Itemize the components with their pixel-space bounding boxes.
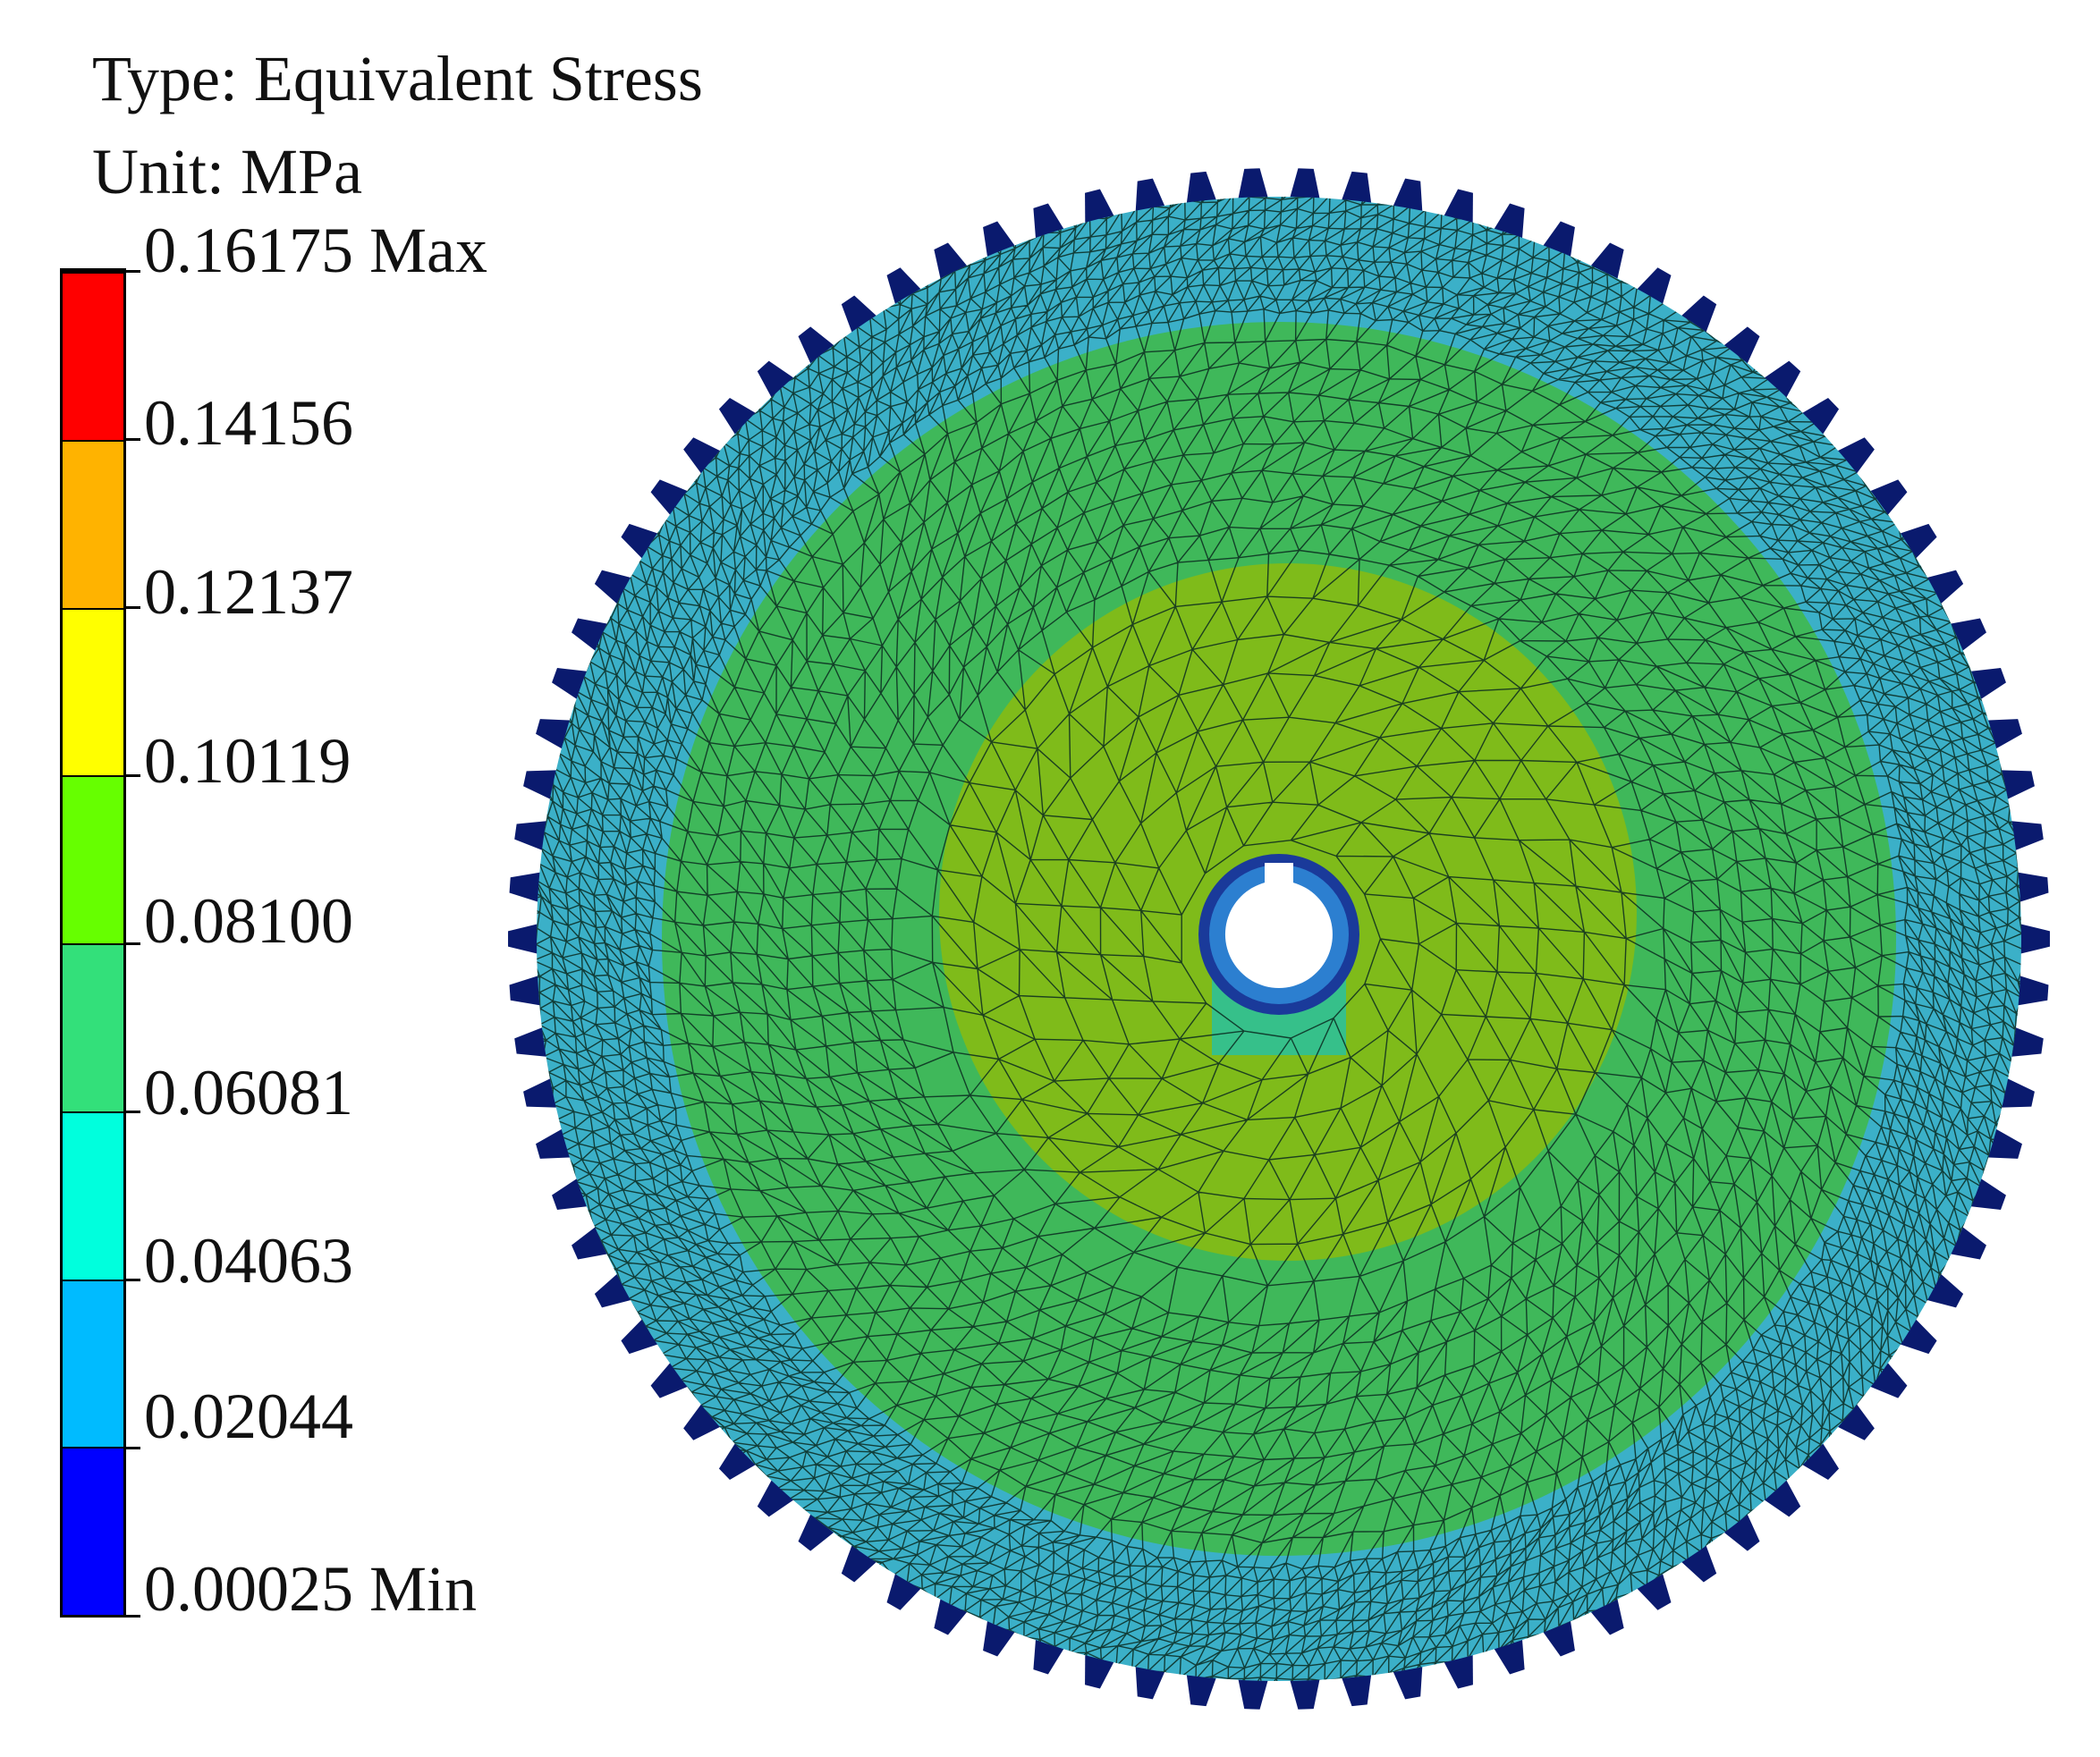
legend-level-4: 0.08100 [144, 885, 353, 957]
gear-tooth [718, 1437, 762, 1480]
color-band-4 [63, 775, 123, 943]
gear-tooth [841, 1539, 882, 1583]
gear-tooth [886, 267, 927, 311]
mesh-edges [537, 197, 2021, 1681]
gear-tooth [1893, 1314, 1937, 1355]
gear-tooth [1676, 1539, 1717, 1583]
gear-tooth [798, 1508, 840, 1551]
gear-tooth [1236, 1672, 1270, 1710]
gear-tooth [509, 974, 547, 1007]
gear-tooth [2013, 922, 2050, 956]
color-band-3 [63, 607, 123, 776]
legend-level-1: 0.14156 [144, 387, 353, 459]
legend-level-min: 0.00025 Min [144, 1553, 478, 1625]
legend-tick-5 [126, 1111, 140, 1113]
legend-type-label: Type: Equivalent Stress [92, 43, 703, 114]
legend-tick-8 [126, 1615, 140, 1618]
gear-tooth [841, 295, 882, 339]
max-cap-marker [60, 268, 126, 274]
gear-tooth [1288, 168, 1322, 206]
legend-tick-0 [126, 270, 140, 273]
gear-tooth [621, 1314, 665, 1355]
gear-tooth [1864, 479, 1908, 520]
gear-tooth [683, 437, 727, 479]
gear-tooth [1831, 437, 1875, 479]
color-scale-bar [60, 271, 126, 1618]
legend-tick-2 [126, 606, 140, 609]
gear-tooth [2011, 871, 2049, 904]
gear-tooth [1236, 168, 1270, 206]
keyway-slot [1265, 863, 1293, 890]
shaft-bore [1224, 881, 1333, 989]
legend-unit-label: Unit: MPa [92, 136, 363, 207]
legend-level-3: 0.10119 [144, 725, 351, 797]
gear-tooth [1893, 523, 1937, 564]
gear-tooth [1796, 398, 1840, 441]
gear-tooth [508, 922, 545, 956]
gear-tooth [1631, 1567, 1672, 1610]
gear-tooth [2011, 974, 2049, 1007]
color-band-8 [63, 1447, 123, 1615]
gear-tooth [1718, 326, 1760, 370]
legend-tick-1 [126, 438, 140, 441]
gear-tooth [1758, 360, 1801, 404]
gear-tooth [621, 523, 665, 564]
color-band-1 [63, 274, 123, 440]
gear-tooth [1288, 1672, 1322, 1710]
gear-tooth [757, 1474, 800, 1517]
gear-tooth [1631, 267, 1672, 311]
gear-tooth [757, 360, 800, 404]
gear-tooth [1758, 1474, 1801, 1517]
gear-tooth [1796, 1437, 1840, 1480]
color-band-5 [63, 943, 123, 1111]
legend-tick-3 [126, 774, 140, 777]
gear-tooth [650, 479, 694, 520]
legend-level-2: 0.12137 [144, 556, 353, 628]
legend-level-5: 0.06081 [144, 1057, 353, 1128]
color-band-2 [63, 439, 123, 608]
fe-mesh-lines [537, 197, 2021, 1681]
gear-tooth [683, 1398, 727, 1440]
gear-tooth [1718, 1508, 1760, 1551]
color-band-7 [63, 1279, 123, 1448]
color-band-6 [63, 1111, 123, 1280]
legend-tick-7 [126, 1447, 140, 1449]
legend-level-6: 0.04063 [144, 1225, 353, 1297]
gear-tooth [886, 1567, 927, 1610]
gear-tooth [798, 326, 840, 370]
gear-tooth [718, 398, 762, 441]
legend-tick-4 [126, 942, 140, 945]
legend-level-7: 0.02044 [144, 1381, 353, 1452]
gear-tooth [650, 1357, 694, 1398]
gear-tooth [509, 871, 547, 904]
legend-tick-6 [126, 1279, 140, 1281]
legend-level-max: 0.16175 Max [144, 215, 487, 286]
gear-tooth [1676, 295, 1717, 339]
gear-tooth [1864, 1357, 1908, 1398]
gear-tooth [1831, 1398, 1875, 1440]
